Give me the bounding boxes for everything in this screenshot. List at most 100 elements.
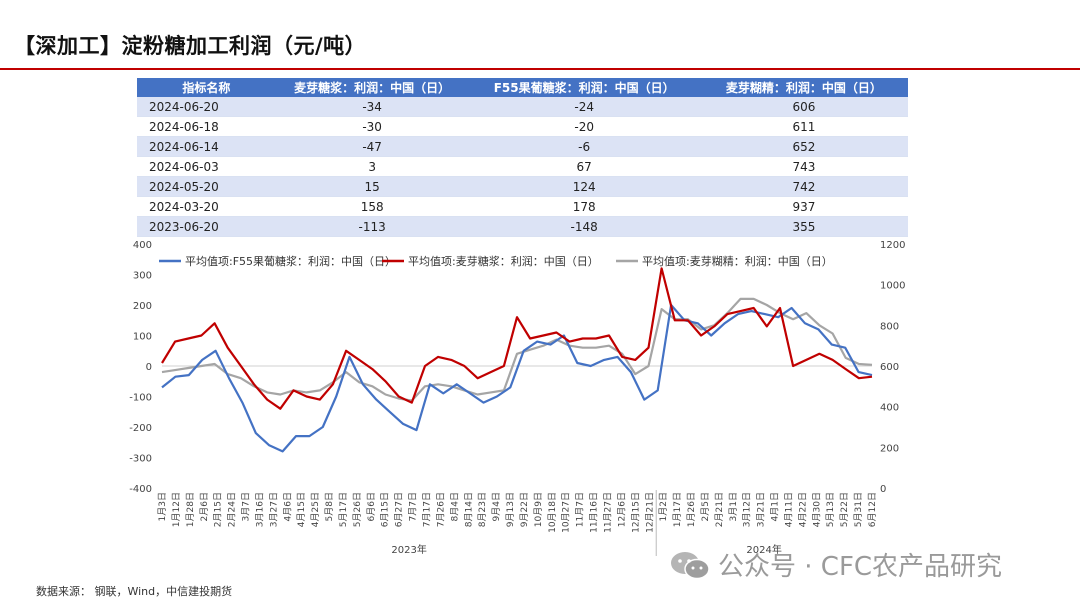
x-axis-tick-label: 3月12日 xyxy=(742,492,753,527)
x-axis-tick-label: 5月17日 xyxy=(338,492,349,527)
table-cell: 937 xyxy=(699,196,908,217)
x-axis-tick-label: 3月21日 xyxy=(756,492,767,527)
right-y-axis: 1200 1000 800 600 400 200 0 xyxy=(880,240,905,495)
table-cell: 3 xyxy=(275,156,469,177)
x-axis-tick-label: 4月11日 xyxy=(783,492,794,527)
left-axis-tick-label: -200 xyxy=(129,423,152,434)
x-axis: 1月3日 1月12日 1月28日 2月6日 2月15日 2月24日 3月7日 3月16日 3月2… xyxy=(157,490,878,556)
table-row: 2023-06-20 -113 -148 355 xyxy=(137,216,908,237)
series-line xyxy=(161,297,873,402)
left-axis-tick-label: 400 xyxy=(133,240,152,251)
profit-table: 指标名称 麦芽糖浆：利润：中国（日） F55果葡糖浆：利润：中国（日） 麦芽糊精… xyxy=(137,78,908,237)
left-axis-tick-label: -400 xyxy=(129,484,152,495)
table-cell: -6 xyxy=(468,136,700,157)
x-axis-tick-label: 6月27日 xyxy=(394,492,405,527)
x-axis-tick-label: 12月6日 xyxy=(616,492,627,527)
right-axis-tick-label: 800 xyxy=(880,321,899,332)
year-label: 2023年 xyxy=(391,543,426,556)
left-axis-tick-label: 300 xyxy=(133,271,152,282)
x-axis-tick-label: 9月13日 xyxy=(505,492,516,527)
x-axis-tick-label: 7月26日 xyxy=(435,492,446,527)
x-axis-tick-label: 3月16日 xyxy=(254,492,265,527)
table-cell: 178 xyxy=(468,196,700,217)
right-axis-tick-label: 1000 xyxy=(880,281,905,292)
left-axis-tick-label: 100 xyxy=(133,332,152,343)
year-label: 2024年 xyxy=(746,543,781,556)
legend-label: 平均值项:F55果葡糖浆：利润：中国（日） xyxy=(185,254,396,268)
x-axis-tick-label: 4月1日 xyxy=(770,492,781,521)
right-axis-tick-label: 600 xyxy=(880,362,899,373)
table-cell-date: 2024-06-20 xyxy=(137,97,276,117)
table-row: 2024-06-18 -30 -20 611 xyxy=(137,116,908,137)
table-cell: 355 xyxy=(699,216,908,237)
table-cell: 743 xyxy=(699,156,908,177)
right-axis-tick-label: 200 xyxy=(880,443,899,454)
x-axis-tick-label: 9月4日 xyxy=(491,492,502,521)
x-axis-tick-label: 10月27日 xyxy=(561,492,572,533)
legend-label: 平均值项:麦芽糊精：利润：中国（日） xyxy=(642,254,833,268)
series-line xyxy=(161,267,873,410)
table-cell-date: 2023-06-20 xyxy=(137,216,276,237)
wechat-icon xyxy=(671,551,710,579)
x-axis-tick-label: 12月21日 xyxy=(644,492,655,533)
x-axis-tick-label: 1月3日 xyxy=(157,492,168,521)
table-header-cell: 指标名称 xyxy=(137,78,276,97)
chart-legend: 平均值项:F55果葡糖浆：利润：中国（日） 平均值项:麦芽糖浆：利润：中国（日） 平… xyxy=(159,254,833,268)
left-y-axis: 400 300 200 100 0 -100 -200 -300 -400 xyxy=(129,240,872,495)
table-row: 2024-05-20 15 124 742 xyxy=(137,176,908,197)
table-row: 2024-06-20 -34 -24 606 xyxy=(137,97,908,117)
x-axis-tick-label: 6月6日 xyxy=(366,492,377,521)
x-axis-tick-label: 1月2日 xyxy=(658,492,669,521)
watermark-text: 公众号 · CFC农产品研究 xyxy=(718,552,1003,582)
table-cell-date: 2024-05-20 xyxy=(137,176,276,197)
right-axis-tick-label: 0 xyxy=(880,484,886,495)
x-axis-tick-label: 2月24日 xyxy=(227,492,238,527)
data-source-note: 数据来源： 钢联，Wind，中信建投期货 xyxy=(36,585,233,598)
table-cell: -113 xyxy=(275,216,469,237)
left-axis-tick-label: -100 xyxy=(129,393,152,404)
x-axis-tick-label: 11月7日 xyxy=(575,492,586,527)
table-cell: -34 xyxy=(275,97,469,117)
right-axis-tick-label: 1200 xyxy=(880,240,905,251)
table-header-cell: F55果葡糖浆：利润：中国（日） xyxy=(468,78,700,97)
table-cell: -30 xyxy=(275,116,469,137)
page-title: 【深加工】淀粉糖加工利润（元/吨） xyxy=(14,34,367,58)
x-axis-tick-label: 3月27日 xyxy=(268,492,279,527)
table-cell: 652 xyxy=(699,136,908,157)
series-lines xyxy=(161,267,873,453)
x-axis-tick-label: 1月17日 xyxy=(672,492,683,527)
table-cell: 158 xyxy=(275,196,469,217)
x-axis-tick-label: 7月7日 xyxy=(408,492,419,521)
x-axis-tick-label: 5月26日 xyxy=(352,492,363,527)
table-cell-date: 2024-06-18 xyxy=(137,116,276,137)
x-axis-tick-label: 6月12日 xyxy=(867,492,878,527)
x-axis-tick-label: 8月23日 xyxy=(477,492,488,527)
profit-line-chart: 平均值项:F55果葡糖浆：利润：中国（日） 平均值项:麦芽糖浆：利润：中国（日） 平… xyxy=(129,240,905,556)
title-divider xyxy=(0,68,1080,70)
legend-label: 平均值项:麦芽糖浆：利润：中国（日） xyxy=(408,254,599,268)
x-axis-tick-label: 5月8日 xyxy=(324,492,335,521)
x-axis-tick-label: 12月15日 xyxy=(630,492,641,533)
table-row: 2024-06-03 3 67 743 xyxy=(137,156,908,177)
x-axis-tick-label: 7月17日 xyxy=(422,492,433,527)
left-axis-tick-label: 0 xyxy=(146,362,152,373)
x-axis-tick-label: 10月9日 xyxy=(533,492,544,527)
x-axis-tick-label: 1月26日 xyxy=(686,492,697,527)
table-cell-date: 2024-06-14 xyxy=(137,136,276,157)
x-axis-tick-label: 8月14日 xyxy=(463,492,474,527)
table-cell: -148 xyxy=(468,216,700,237)
left-axis-tick-label: -300 xyxy=(129,454,152,465)
x-axis-tick-label: 9月22日 xyxy=(519,492,530,527)
x-axis-tick-label: 4月22日 xyxy=(797,492,808,527)
x-axis-tick-label: 5月31日 xyxy=(853,492,864,527)
x-axis-tick-label: 2月21日 xyxy=(714,492,725,527)
table-row: 2024-03-20 158 178 937 xyxy=(137,196,908,217)
x-axis-tick-label: 2月15日 xyxy=(213,492,224,527)
table-header-cell: 麦芽糖浆：利润：中国（日） xyxy=(275,78,469,97)
x-axis-tick-label: 4月15日 xyxy=(296,492,307,527)
table-cell-date: 2024-06-03 xyxy=(137,156,276,177)
x-axis-tick-label: 11月27日 xyxy=(602,492,613,533)
right-axis-tick-label: 400 xyxy=(880,403,899,414)
x-axis-tick-label: 11月16日 xyxy=(589,492,600,533)
table-cell: 67 xyxy=(468,156,700,177)
